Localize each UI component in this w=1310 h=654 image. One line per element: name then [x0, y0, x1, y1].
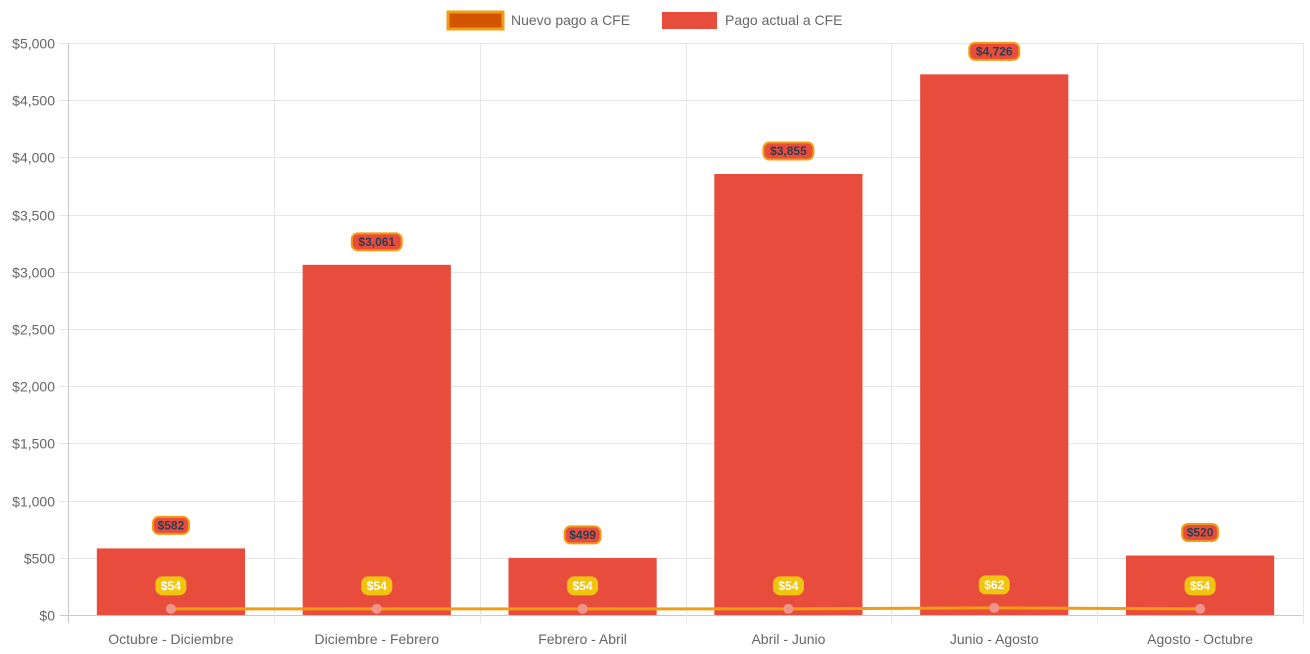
x-tick-label: Diciembre - Febrero	[315, 631, 440, 647]
x-axis: Octubre - Diciembre Diciembre - Febrero Fe…	[108, 631, 1253, 647]
y-axis: $0 $500 $1,000 $1,500 $2,000 $2,500 $3,000 $3,5…	[12, 36, 55, 624]
y-tick-label: $500	[24, 551, 55, 567]
line-data-label: $54	[1184, 576, 1216, 596]
line-data-label: $62	[978, 575, 1010, 595]
line-data-label-background	[155, 576, 187, 596]
legend-swatch-nuevo-pago	[446, 10, 505, 31]
y-tick-label: $1,000	[12, 494, 55, 510]
bar-data-label-background	[1181, 523, 1220, 543]
bar-data-label: $520	[1181, 523, 1220, 543]
line-data-label-text: $54	[367, 579, 387, 593]
bar-data-label-text: $582	[158, 518, 185, 532]
line-data-label-background	[978, 575, 1010, 595]
bar-data-label-text: $3,855	[770, 144, 807, 158]
line-data-label-background	[567, 576, 599, 596]
legend-label-nuevo-pago: Nuevo pago a CFE	[511, 12, 630, 28]
legend-item-nuevo-pago[interactable]: Nuevo pago a CFE	[446, 10, 630, 31]
bar-pago-actual[interactable]	[302, 264, 451, 615]
y-tick-label: $2,000	[12, 379, 55, 395]
bar-data-label-text: $3,061	[358, 235, 395, 249]
legend-swatch-pago-actual	[662, 12, 717, 29]
line-data-label-text: $54	[161, 579, 181, 593]
line-point-nuevo-pago[interactable]	[989, 602, 1000, 613]
bar-data-label-text: $499	[569, 528, 596, 542]
x-tick-label: Octubre - Diciembre	[108, 631, 233, 647]
line-point-nuevo-pago[interactable]	[783, 603, 794, 614]
y-tick-label: $0	[39, 608, 55, 624]
line-data-label-text: $62	[984, 578, 1004, 592]
line-point-nuevo-pago[interactable]	[1195, 603, 1206, 614]
bar-pago-actual[interactable]	[920, 74, 1069, 616]
y-tick-label: $3,500	[12, 208, 55, 224]
grid	[60, 43, 1304, 623]
line-data-label-text: $54	[1190, 579, 1210, 593]
legend-label-pago-actual: Pago actual a CFE	[725, 12, 843, 28]
bar-data-label: $499	[563, 525, 602, 545]
line-data-label-background	[772, 576, 804, 596]
line-data-label: $54	[155, 576, 187, 596]
bar-data-label-background	[350, 232, 403, 252]
line-data-label: $54	[772, 576, 804, 596]
line-series	[165, 602, 1206, 614]
bar-data-label-background	[968, 41, 1021, 61]
bar-data-label: $582	[151, 515, 190, 535]
bar-data-label: $4,726	[968, 41, 1021, 61]
x-tick-label: Abril - Junio	[751, 631, 825, 647]
bar-data-label-text: $520	[1187, 526, 1214, 540]
x-tick-label: Febrero - Abril	[538, 631, 627, 647]
data-labels: $582 $3,061 $499 $3,855 $4,726 $520 $54 $54 $54 $…	[151, 41, 1220, 596]
bar-series	[96, 74, 1275, 616]
y-tick-label: $1,500	[12, 436, 55, 452]
bar-data-label-background	[563, 525, 602, 545]
bar-data-label-background	[762, 141, 815, 161]
bar-pago-actual[interactable]	[714, 173, 863, 615]
bar-data-label: $3,855	[762, 141, 815, 161]
x-tick-label: Agosto - Octubre	[1147, 631, 1253, 647]
legend-item-pago-actual[interactable]: Pago actual a CFE	[662, 12, 843, 29]
legend[interactable]: Nuevo pago a CFE Pago actual a CFE	[446, 10, 843, 31]
y-tick-label: $2,500	[12, 322, 55, 338]
y-tick-label: $3,000	[12, 265, 55, 281]
y-tick-label: $5,000	[12, 36, 55, 52]
line-data-label: $54	[361, 576, 393, 596]
line-data-label: $54	[567, 576, 599, 596]
y-tick-label: $4,000	[12, 150, 55, 166]
line-data-label-text: $54	[778, 579, 798, 593]
x-tick-label: Junio - Agosto	[950, 631, 1039, 647]
line-data-label-text: $54	[573, 579, 593, 593]
y-tick-label: $4,500	[12, 93, 55, 109]
line-nuevo-pago	[170, 606, 1201, 611]
line-data-label-background	[361, 576, 393, 596]
bar-data-label-text: $4,726	[976, 44, 1013, 58]
bar-data-label: $3,061	[350, 232, 403, 252]
line-point-nuevo-pago[interactable]	[371, 603, 382, 614]
line-data-label-background	[1184, 576, 1216, 596]
line-point-nuevo-pago[interactable]	[165, 603, 176, 614]
line-point-nuevo-pago[interactable]	[577, 603, 588, 614]
bar-data-label-background	[151, 515, 190, 535]
